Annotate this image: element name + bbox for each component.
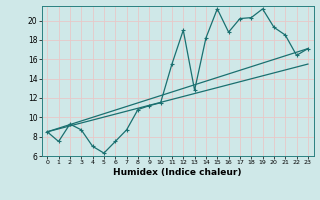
X-axis label: Humidex (Indice chaleur): Humidex (Indice chaleur) bbox=[113, 168, 242, 177]
